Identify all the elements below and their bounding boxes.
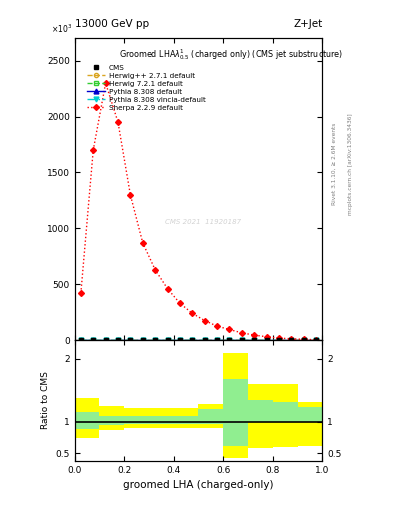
Y-axis label: Ratio to CMS: Ratio to CMS xyxy=(41,372,50,430)
Text: $\times10^3$: $\times10^3$ xyxy=(51,23,72,35)
Legend: CMS, Herwig++ 2.7.1 default, Herwig 7.2.1 default, Pythia 8.308 default, Pythia : CMS, Herwig++ 2.7.1 default, Herwig 7.2.… xyxy=(84,61,209,114)
Text: Rivet 3.1.10, ≥ 2.6M events: Rivet 3.1.10, ≥ 2.6M events xyxy=(332,123,337,205)
Text: Z+Jet: Z+Jet xyxy=(293,19,322,29)
Text: mcplots.cern.ch [arXiv:1306.3436]: mcplots.cern.ch [arXiv:1306.3436] xyxy=(348,113,353,215)
X-axis label: groomed LHA (charged-only): groomed LHA (charged-only) xyxy=(123,480,274,490)
Text: CMS 2021  11920187: CMS 2021 11920187 xyxy=(165,220,241,225)
Text: Groomed LHA$\lambda^{1}_{0.5}$ (charged only) (CMS jet substructure): Groomed LHA$\lambda^{1}_{0.5}$ (charged … xyxy=(119,48,343,62)
Text: 13000 GeV pp: 13000 GeV pp xyxy=(75,19,149,29)
